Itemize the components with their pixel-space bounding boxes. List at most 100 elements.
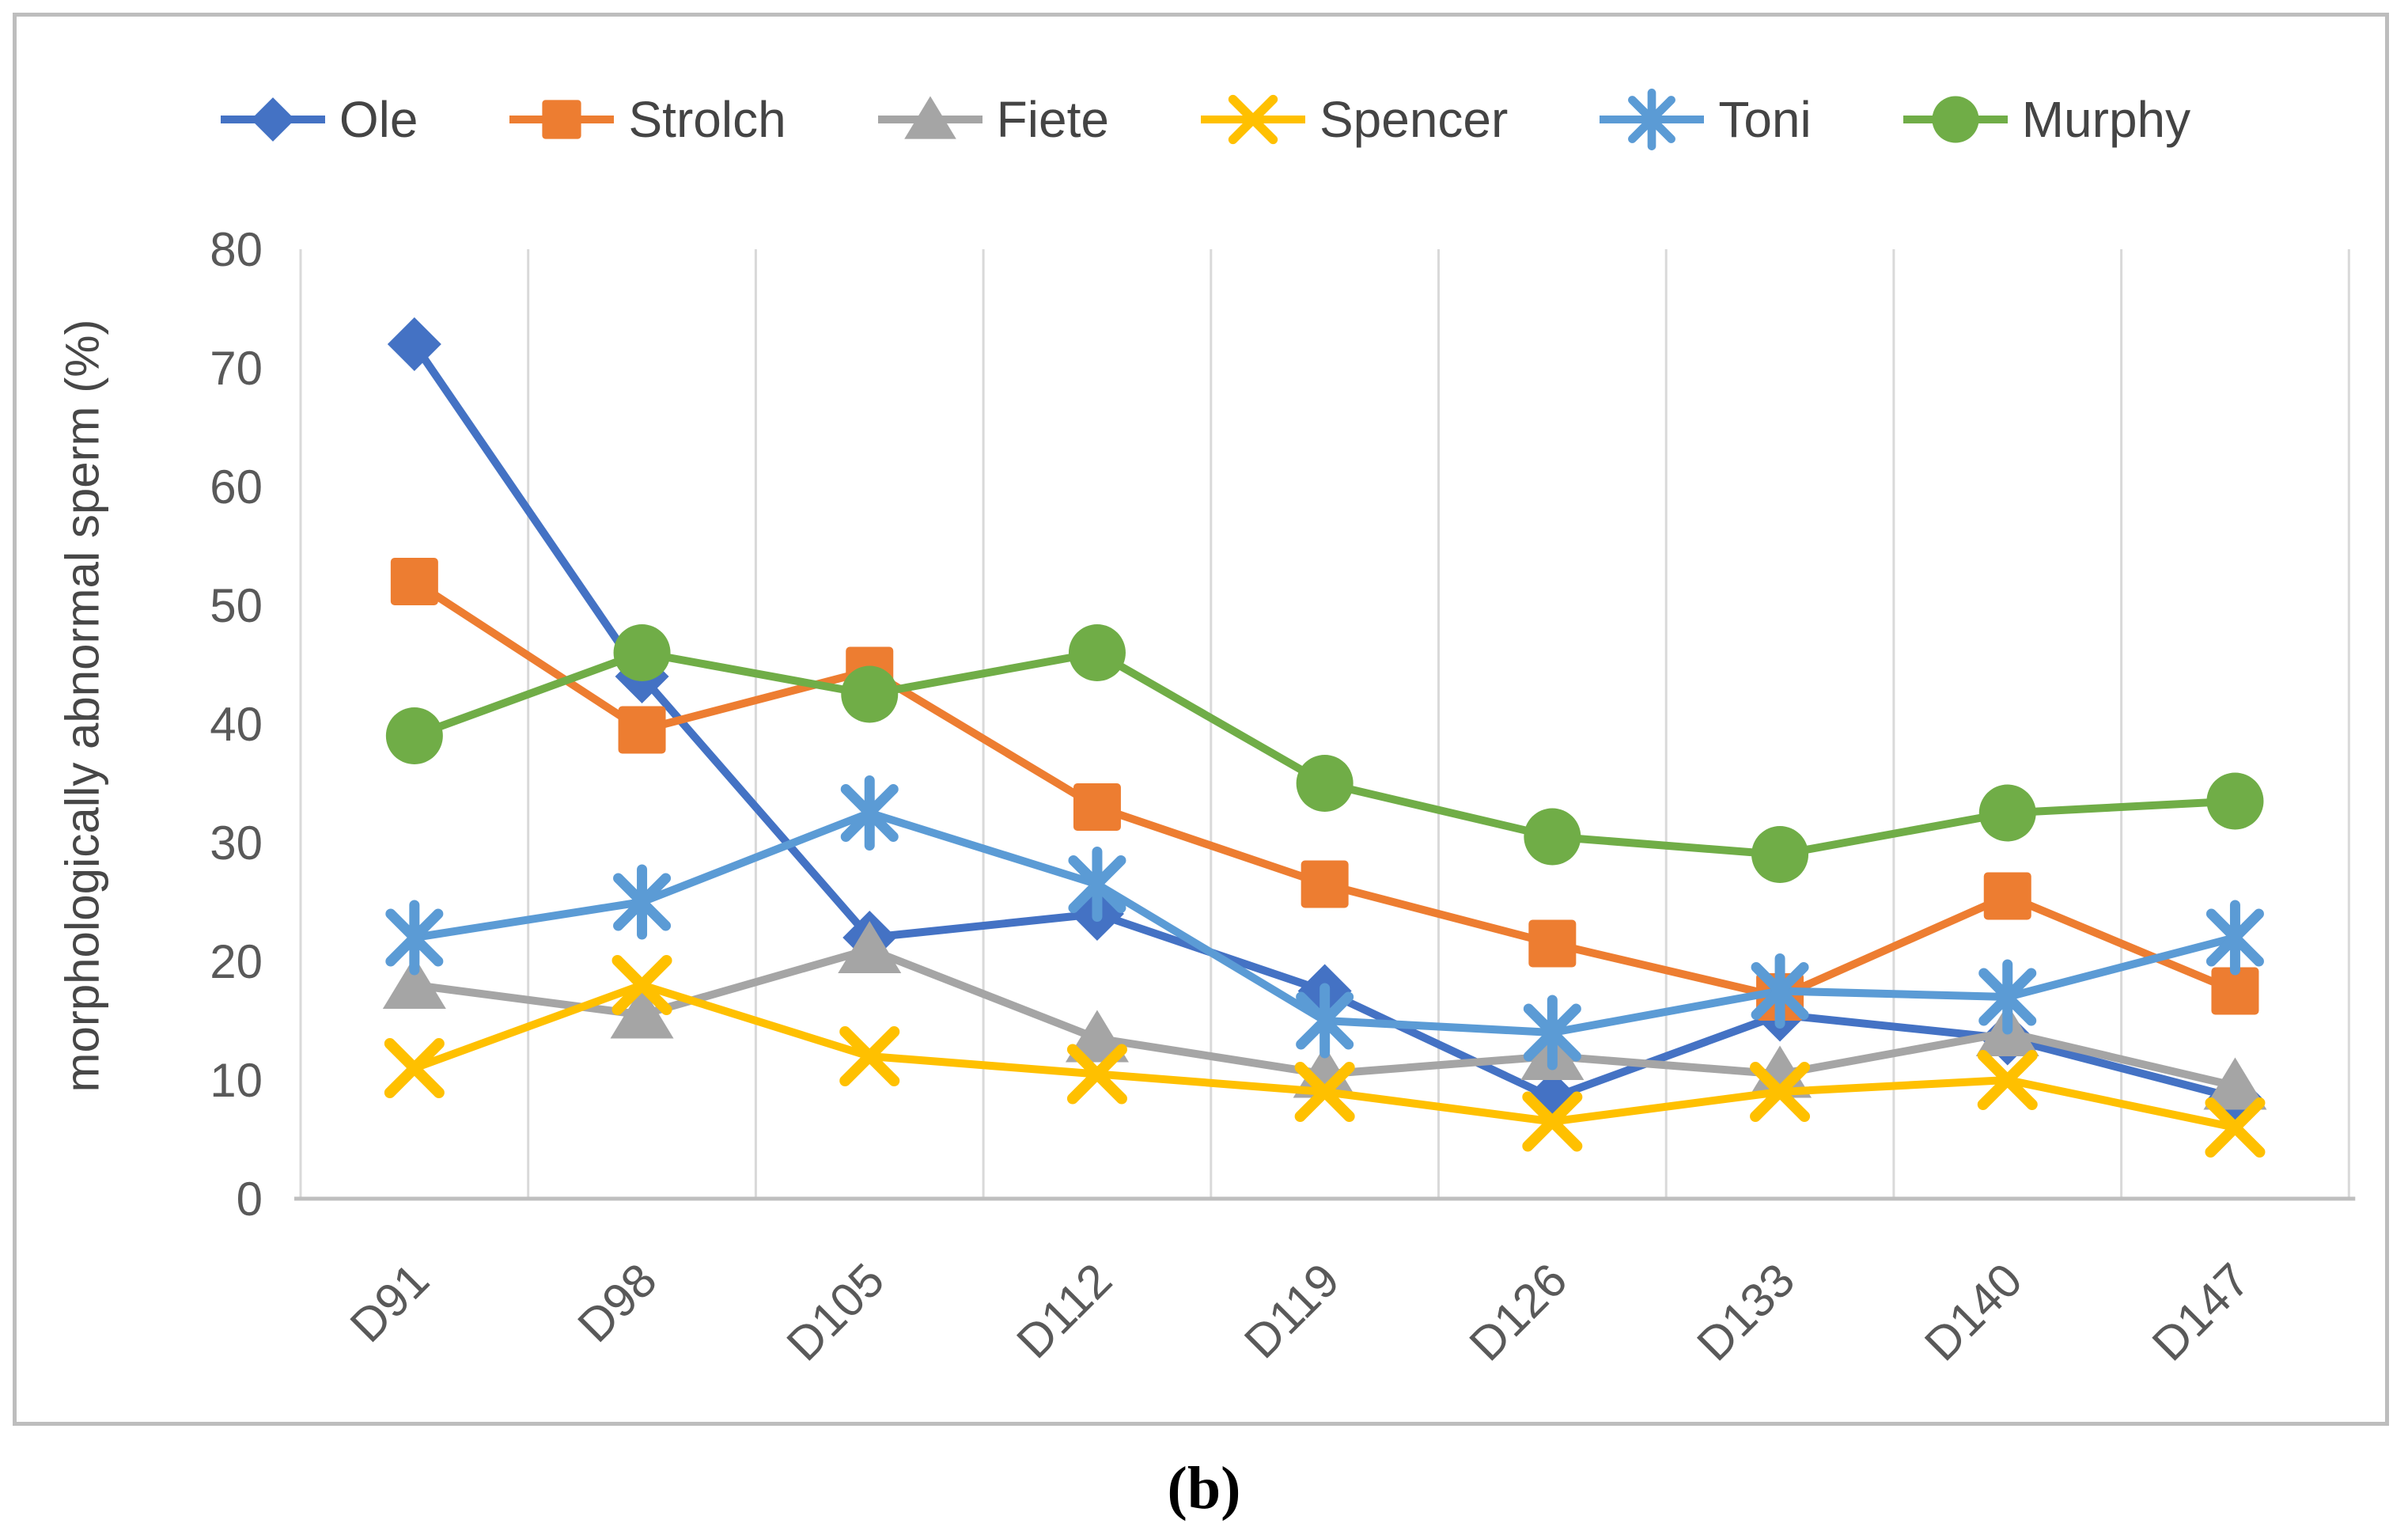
data-point <box>1296 983 1354 1059</box>
data-point <box>610 986 674 1039</box>
data-point <box>385 707 443 764</box>
data-point <box>1066 1044 1127 1105</box>
x-category-label: D140 <box>1914 1253 2032 1371</box>
x-marker <box>384 1038 445 1098</box>
triangle-marker <box>382 957 446 1009</box>
asterisk-marker <box>1296 983 1354 1059</box>
data-point <box>1296 755 1354 812</box>
data-point <box>1751 953 1809 1029</box>
circle-marker <box>1296 755 1354 812</box>
asterisk-marker <box>1523 995 1581 1071</box>
legend-label: Spencer <box>1319 91 1509 148</box>
data-point <box>1301 860 1349 908</box>
data-point <box>1523 995 1581 1071</box>
x-category-label: D147 <box>2142 1253 2260 1371</box>
triangle-marker <box>2203 1057 2267 1110</box>
data-point <box>1524 808 1581 866</box>
data-point <box>2205 900 2264 976</box>
series-murphy <box>385 624 2264 883</box>
square-marker <box>1528 919 1577 968</box>
x-category-label: D91 <box>340 1253 439 1352</box>
legend-label: Ole <box>339 91 418 148</box>
series-toni <box>385 775 2264 1071</box>
circle-marker <box>1524 808 1581 866</box>
legend-item-strolch: Strolch <box>506 85 786 153</box>
data-point <box>385 900 444 976</box>
triangle-marker <box>1748 1045 1812 1098</box>
circle-marker <box>841 665 899 723</box>
y-tick-label: 60 <box>210 460 263 513</box>
legend-item-fiete: Fiete <box>875 85 1109 153</box>
triangle-marker <box>1293 1045 1357 1098</box>
data-point <box>384 1038 445 1098</box>
x-marker <box>611 955 672 1015</box>
data-point <box>390 558 438 605</box>
data-point <box>1068 624 1126 681</box>
circle-marker <box>613 624 671 681</box>
triangle-marker <box>838 921 902 973</box>
data-point <box>1293 1045 1357 1098</box>
x-category-label: D112 <box>1006 1253 1122 1369</box>
data-point <box>1528 919 1577 968</box>
triangle-marker <box>1065 1010 1129 1063</box>
data-point <box>2211 967 2259 1015</box>
data-point <box>1978 784 2036 842</box>
x-marker <box>2205 1097 2266 1158</box>
x-marker <box>1228 94 1278 145</box>
square-marker <box>542 100 582 139</box>
y-tick-label: 30 <box>210 817 263 870</box>
data-point <box>1073 783 1121 831</box>
circle-marker <box>1978 784 2036 842</box>
data-point <box>838 921 902 973</box>
x-marker <box>1977 1050 2038 1110</box>
series-fiete <box>382 921 2267 1110</box>
y-tick-label: 70 <box>210 342 263 395</box>
data-point <box>1068 847 1126 922</box>
data-point <box>1751 826 1809 883</box>
data-point <box>387 317 441 371</box>
square-marker <box>1983 872 2031 920</box>
triangle-marker <box>903 96 956 139</box>
data-point <box>1065 1010 1129 1063</box>
y-tick-label: 0 <box>237 1173 263 1226</box>
legend-label: Toni <box>1718 91 1812 148</box>
legend-item-murphy: Murphy <box>1900 85 2190 153</box>
data-point <box>840 775 899 851</box>
circle-marker <box>1932 96 1979 143</box>
legend-label: Fiete <box>996 91 1109 148</box>
legend-item-toni: Toni <box>1596 85 1812 153</box>
square-marker <box>618 706 666 754</box>
y-tick-label: 10 <box>210 1054 263 1107</box>
x-marker <box>1066 1044 1127 1105</box>
x-marker <box>1522 1091 1583 1152</box>
square-marker <box>1301 860 1349 908</box>
y-tick-label: 80 <box>210 223 263 276</box>
legend-item-ole: Ole <box>218 85 418 153</box>
data-point <box>1522 1091 1583 1152</box>
data-point <box>1978 959 2037 1035</box>
x-category-label: D105 <box>777 1253 895 1371</box>
data-point <box>839 1026 900 1086</box>
data-point <box>1294 1062 1355 1122</box>
asterisk-marker <box>385 900 444 976</box>
legend-key-circle-icon <box>1903 96 2008 143</box>
legend-key-diamond-icon <box>220 97 325 142</box>
legend-key-square-icon <box>509 100 615 139</box>
x-category-label: D126 <box>1460 1253 1577 1371</box>
legend-item-spencer: Spencer <box>1198 85 1508 153</box>
y-tick-label: 50 <box>210 579 263 632</box>
data-point <box>613 624 671 681</box>
legend-label: Murphy <box>2021 91 2191 148</box>
triangle-marker <box>610 986 674 1039</box>
x-category-label: D119 <box>1234 1253 1350 1369</box>
asterisk-marker <box>1978 959 2037 1035</box>
circle-marker <box>2206 772 2264 830</box>
data-point <box>1977 1050 2038 1110</box>
data-point <box>2205 1097 2266 1158</box>
data-point <box>841 665 899 723</box>
square-marker <box>390 558 438 605</box>
data-point <box>618 706 666 754</box>
diamond-marker <box>387 317 441 371</box>
y-tick-label: 40 <box>210 698 263 751</box>
